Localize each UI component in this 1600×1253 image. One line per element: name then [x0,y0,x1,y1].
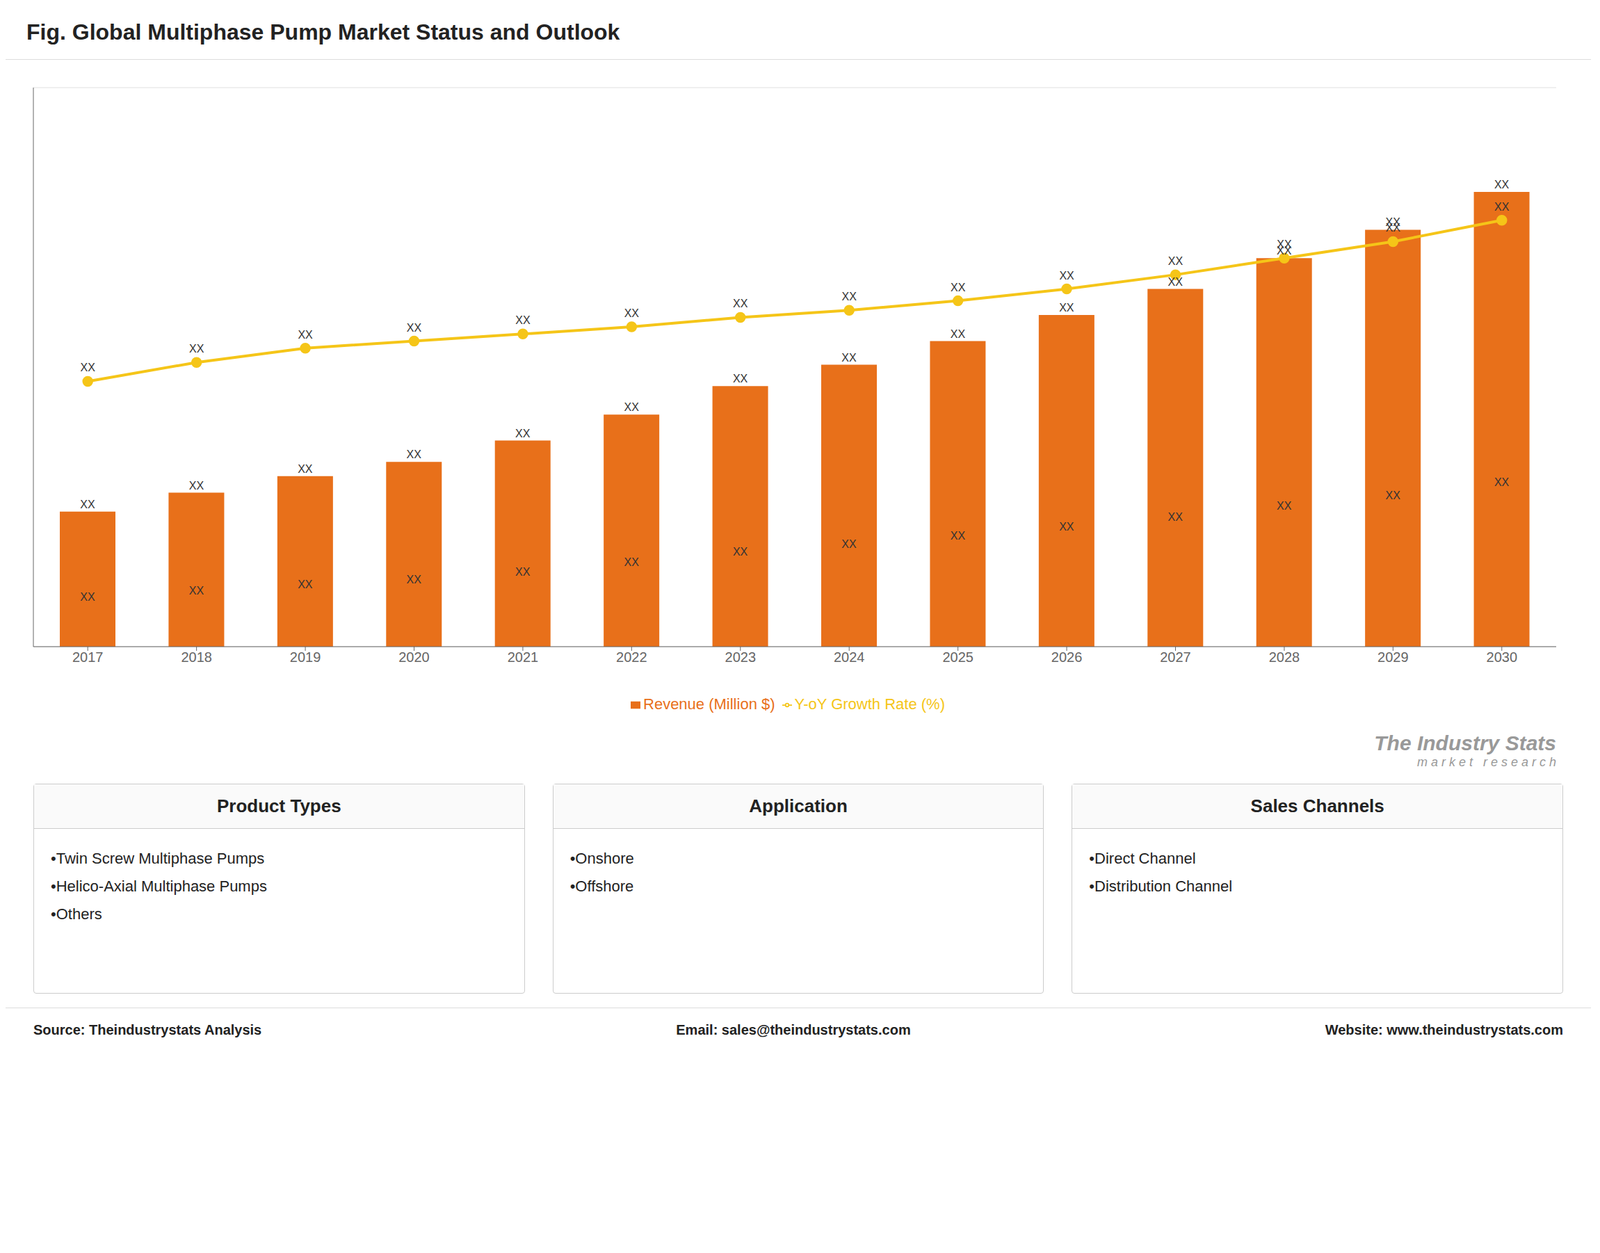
html-text:Email: sales@theindustrystats.: Email: sales@theindustrystats.com [676,1022,911,1038]
html-text:•Helico-Axial Multiphase Pumps: •Helico-Axial Multiphase Pumps [50,877,267,895]
svg-text:XX: XX [1276,238,1292,251]
html-text:m a r k e t r e s e a r c h: m a r k e t r e s e a r c h [1417,755,1557,770]
svg-text:XX: XX [841,351,857,364]
svg-text:2024: 2024 [833,649,866,665]
svg-text:XX: XX [515,427,531,440]
svg-text:XX: XX [732,372,749,385]
html-text:The Industry Stats: The Industry Stats [1374,731,1557,755]
svg-text:XX: XX [1276,499,1292,512]
html-text:•Distribution Channel: •Distribution Channel [1089,877,1233,895]
svg-text:XX: XX [1494,200,1510,213]
svg-text:2029: 2029 [1377,649,1409,665]
html-text:•Onshore: •Onshore [569,849,635,868]
html-text:Revenue (Million $): Revenue (Million $) [643,695,775,713]
svg-text:XX: XX [515,566,531,578]
svg-text:XX: XX [515,314,531,327]
svg-text:XX: XX [189,584,205,597]
svg-text:XX: XX [950,281,966,294]
svg-text:XX: XX [950,529,966,542]
svg-text:XX: XX [189,479,205,492]
svg-text:XX: XX [189,342,205,355]
svg-text:XX: XX [406,321,423,334]
html-text:•Twin Screw Multiphase Pumps: •Twin Screw Multiphase Pumps [50,849,265,868]
svg-text:2022: 2022 [616,649,648,665]
svg-text:2025: 2025 [942,649,974,665]
svg-text:XX: XX [297,463,313,475]
svg-text:XX: XX [1168,255,1184,268]
html-text:•Offshore: •Offshore [569,877,634,895]
svg-text:XX: XX [623,556,640,569]
svg-text:XX: XX [1059,269,1075,282]
svg-text:XX: XX [1494,178,1510,191]
svg-text:XX: XX [842,290,858,303]
html-text:Y-oY Growth Rate (%): Y-oY Growth Rate (%) [794,695,945,713]
svg-text:2027: 2027 [1159,649,1192,665]
svg-text:XX: XX [80,361,96,374]
svg-text:2017: 2017 [72,649,104,665]
html-text:Sales Channels: Sales Channels [1250,795,1385,817]
html-text:Fig. Global Multiphase Pump Ma: Fig. Global Multiphase Pump Market Statu… [26,19,620,45]
svg-text:2018: 2018 [180,649,213,665]
svg-text:XX: XX [1059,301,1075,314]
svg-text:XX: XX [624,307,640,320]
svg-text:2026: 2026 [1051,649,1083,665]
svg-text:XX: XX [1385,489,1401,502]
html-text:Product Types: Product Types [216,795,342,817]
svg-text:2030: 2030 [1486,649,1518,665]
svg-text:2023: 2023 [725,649,757,665]
svg-text:XX: XX [1385,221,1402,234]
svg-text:XX: XX [1168,276,1184,288]
svg-text:XX: XX [841,538,857,551]
svg-text:2021: 2021 [507,649,539,665]
svg-text:XX: XX [623,401,640,414]
html-text:Source: Theindustrystats Analy: Source: Theindustrystats Analysis [33,1022,262,1038]
svg-text:XX: XX [732,545,749,558]
html-text:Website: www.theindustrystats.: Website: www.theindustrystats.com [1325,1022,1564,1038]
svg-text:XX: XX [79,591,96,603]
svg-text:XX: XX [1168,511,1184,523]
svg-text:XX: XX [297,578,313,591]
svg-text:XX: XX [732,297,749,310]
svg-text:XX: XX [406,448,423,461]
svg-text:2020: 2020 [398,649,430,665]
svg-text:XX: XX [79,498,96,511]
svg-text:XX: XX [1494,476,1510,489]
svg-text:2019: 2019 [289,649,322,665]
svg-text:XX: XX [406,573,423,586]
svg-text:2028: 2028 [1269,649,1301,665]
html-text:Application: Application [749,795,848,817]
svg-text:XX: XX [297,328,313,341]
svg-text:XX: XX [950,328,966,341]
html-text:•Others: •Others [50,905,103,923]
html-text:•Direct Channel: •Direct Channel [1089,849,1196,868]
svg-text:XX: XX [1059,520,1075,533]
